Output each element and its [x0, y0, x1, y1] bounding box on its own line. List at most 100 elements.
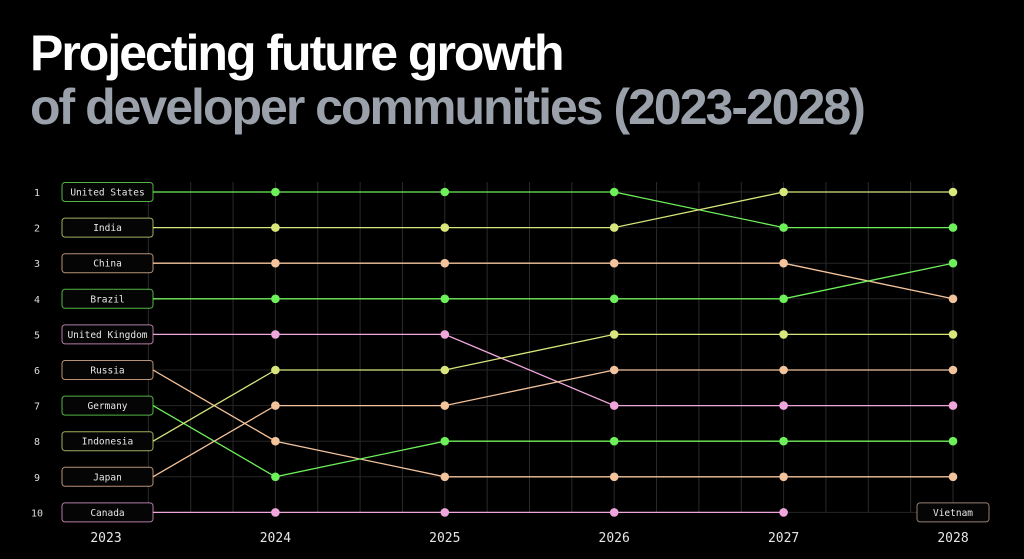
country-label: India	[93, 223, 122, 234]
series-line	[153, 333, 953, 407]
series-line	[152, 333, 953, 442]
series-united-states: United States	[61, 182, 958, 232]
country-label-box	[61, 324, 154, 345]
rank-label: 9	[34, 473, 40, 484]
data-point	[779, 436, 788, 446]
series-line	[153, 262, 954, 300]
data-point	[609, 330, 619, 339]
data-point	[948, 365, 958, 375]
data-point	[440, 294, 450, 304]
data-point	[779, 472, 788, 482]
series-japan: Japan	[61, 365, 958, 487]
country-label: Canada	[90, 508, 124, 519]
data-point	[271, 365, 280, 375]
rank-label: 6	[34, 366, 40, 377]
country-label: Germany	[87, 401, 127, 412]
series-germany: Germany	[61, 395, 958, 482]
year-label: 2026	[599, 531, 630, 546]
data-point	[271, 436, 280, 446]
year-label: 2024	[260, 531, 291, 546]
data-point	[271, 187, 280, 197]
data-point	[440, 330, 450, 339]
data-point	[779, 330, 788, 339]
data-point	[779, 401, 788, 410]
series-indonesia: Indonesia	[61, 330, 958, 452]
data-point	[440, 472, 450, 482]
series-line	[153, 262, 954, 300]
data-point	[440, 223, 450, 232]
country-label-box	[61, 466, 154, 487]
country-label: Japan	[93, 472, 122, 483]
country-label-box	[61, 217, 154, 238]
data-point	[948, 258, 958, 268]
data-point	[609, 187, 619, 197]
data-point	[609, 223, 619, 232]
data-point	[609, 401, 619, 410]
data-point	[609, 508, 619, 517]
data-point	[948, 436, 958, 446]
series-united-kingdom: United Kingdom	[61, 324, 958, 410]
title-line-1: Projecting future growth	[30, 25, 565, 81]
data-point	[948, 187, 958, 197]
data-point	[440, 365, 450, 375]
series-line	[153, 191, 953, 229]
data-point	[779, 365, 788, 375]
rank-label: 4	[34, 295, 40, 306]
country-label: Indonesia	[82, 437, 133, 448]
data-point	[609, 365, 619, 375]
rank-label: 3	[34, 259, 40, 270]
country-label: Brazil	[90, 294, 124, 305]
data-point	[440, 258, 450, 268]
rank-label: 2	[34, 224, 40, 235]
data-point	[779, 187, 788, 197]
data-point	[779, 258, 788, 268]
country-label-box	[916, 502, 990, 523]
data-point	[440, 508, 450, 517]
data-point	[609, 472, 619, 482]
series-india: India	[61, 187, 958, 238]
rank-label: 10	[31, 508, 43, 519]
country-label-box	[61, 395, 154, 416]
data-point	[779, 223, 788, 232]
data-point	[271, 258, 280, 268]
data-point	[271, 223, 280, 232]
country-label: Vietnam	[933, 508, 973, 519]
data-point	[271, 294, 280, 304]
series-line	[152, 405, 953, 478]
series-canada: Canada	[61, 502, 788, 523]
country-label: United States	[70, 188, 144, 199]
data-point	[948, 223, 958, 232]
data-point	[609, 258, 619, 268]
year-label: 2025	[429, 531, 460, 546]
data-point	[440, 401, 450, 410]
year-label: 2028	[937, 531, 968, 546]
series-vietnam: Vietnam	[916, 502, 990, 523]
country-label-box	[61, 502, 154, 523]
rank-label: 8	[34, 437, 40, 448]
series-line	[152, 369, 953, 478]
country-label-box	[61, 253, 154, 274]
series-line	[153, 191, 953, 229]
country-label: United Kingdom	[67, 330, 147, 341]
series-china: China	[61, 253, 958, 304]
country-label: China	[93, 259, 122, 270]
rank-label: 1	[34, 188, 40, 199]
data-point	[948, 294, 958, 304]
series-russia: Russia	[61, 360, 958, 482]
country-label-box	[61, 288, 154, 309]
series-brazil: Brazil	[61, 258, 958, 309]
country-label-box	[61, 182, 154, 202]
year-label: 2023	[90, 531, 121, 546]
data-point	[948, 472, 958, 482]
data-point	[271, 330, 280, 339]
data-point	[440, 187, 450, 197]
data-point	[779, 508, 788, 517]
data-point	[609, 294, 619, 304]
data-point	[440, 436, 450, 446]
country-label: Russia	[90, 366, 124, 377]
data-point	[948, 330, 958, 339]
year-label: 2027	[768, 531, 799, 546]
rank-label: 5	[34, 330, 40, 341]
data-point	[609, 436, 619, 446]
